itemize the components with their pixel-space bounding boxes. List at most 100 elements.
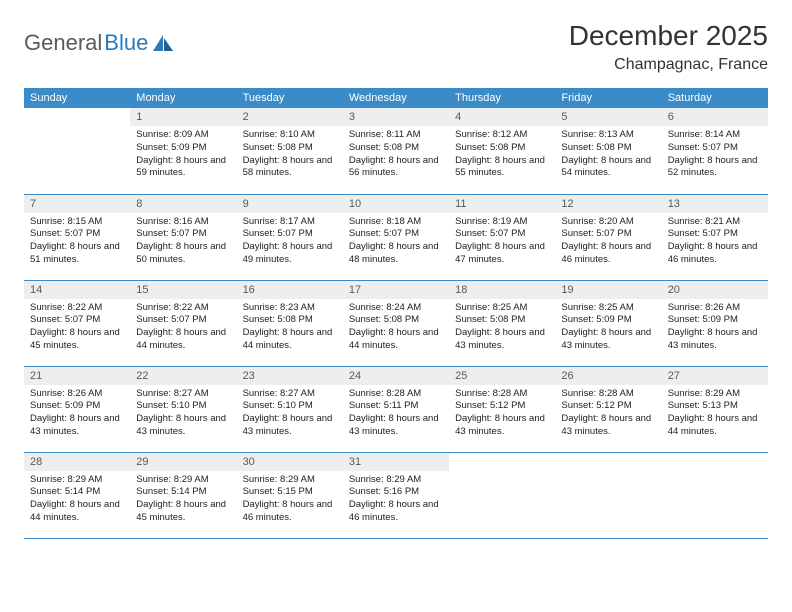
calendar-cell: 22Sunrise: 8:27 AMSunset: 5:10 PMDayligh… xyxy=(130,366,236,452)
calendar-cell: 29Sunrise: 8:29 AMSunset: 5:14 PMDayligh… xyxy=(130,452,236,538)
day-number: 24 xyxy=(343,367,449,385)
calendar-cell: 26Sunrise: 8:28 AMSunset: 5:12 PMDayligh… xyxy=(555,366,661,452)
calendar-row: 28Sunrise: 8:29 AMSunset: 5:14 PMDayligh… xyxy=(24,452,768,538)
daylight-line: Daylight: 8 hours and 48 minutes. xyxy=(349,241,443,267)
daylight-line: Daylight: 8 hours and 56 minutes. xyxy=(349,155,443,181)
daylight-line: Daylight: 8 hours and 44 minutes. xyxy=(30,499,124,525)
sunset-line: Sunset: 5:12 PM xyxy=(561,400,655,413)
calendar-cell: 1Sunrise: 8:09 AMSunset: 5:09 PMDaylight… xyxy=(130,108,236,194)
weekday-header: Tuesday xyxy=(237,88,343,108)
daylight-line: Daylight: 8 hours and 47 minutes. xyxy=(455,241,549,267)
sunrise-line: Sunrise: 8:29 AM xyxy=(349,474,443,487)
sunset-line: Sunset: 5:14 PM xyxy=(136,486,230,499)
daylight-line: Daylight: 8 hours and 43 minutes. xyxy=(455,413,549,439)
day-number: 7 xyxy=(24,195,130,213)
sunset-line: Sunset: 5:07 PM xyxy=(30,228,124,241)
calendar-cell: 15Sunrise: 8:22 AMSunset: 5:07 PMDayligh… xyxy=(130,280,236,366)
sunset-line: Sunset: 5:07 PM xyxy=(668,228,762,241)
title-month: December 2025 xyxy=(569,20,768,52)
sunrise-line: Sunrise: 8:11 AM xyxy=(349,129,443,142)
weekday-header: Saturday xyxy=(662,88,768,108)
day-details: Sunrise: 8:27 AMSunset: 5:10 PMDaylight:… xyxy=(237,385,343,443)
sunset-line: Sunset: 5:13 PM xyxy=(668,400,762,413)
day-number: 10 xyxy=(343,195,449,213)
calendar-cell xyxy=(24,108,130,194)
day-number: 27 xyxy=(662,367,768,385)
calendar-cell: 28Sunrise: 8:29 AMSunset: 5:14 PMDayligh… xyxy=(24,452,130,538)
sunrise-line: Sunrise: 8:10 AM xyxy=(243,129,337,142)
day-details: Sunrise: 8:24 AMSunset: 5:08 PMDaylight:… xyxy=(343,299,449,357)
sunset-line: Sunset: 5:07 PM xyxy=(136,314,230,327)
sunset-line: Sunset: 5:07 PM xyxy=(243,228,337,241)
day-details: Sunrise: 8:29 AMSunset: 5:16 PMDaylight:… xyxy=(343,471,449,529)
calendar-cell: 24Sunrise: 8:28 AMSunset: 5:11 PMDayligh… xyxy=(343,366,449,452)
day-details: Sunrise: 8:26 AMSunset: 5:09 PMDaylight:… xyxy=(662,299,768,357)
calendar-body: 1Sunrise: 8:09 AMSunset: 5:09 PMDaylight… xyxy=(24,108,768,538)
day-number: 16 xyxy=(237,281,343,299)
day-details: Sunrise: 8:09 AMSunset: 5:09 PMDaylight:… xyxy=(130,126,236,184)
day-details: Sunrise: 8:12 AMSunset: 5:08 PMDaylight:… xyxy=(449,126,555,184)
daylight-line: Daylight: 8 hours and 43 minutes. xyxy=(455,327,549,353)
sunset-line: Sunset: 5:08 PM xyxy=(349,142,443,155)
calendar-cell: 8Sunrise: 8:16 AMSunset: 5:07 PMDaylight… xyxy=(130,194,236,280)
sunrise-line: Sunrise: 8:14 AM xyxy=(668,129,762,142)
sunrise-line: Sunrise: 8:27 AM xyxy=(136,388,230,401)
sunrise-line: Sunrise: 8:21 AM xyxy=(668,216,762,229)
daylight-line: Daylight: 8 hours and 46 minutes. xyxy=(668,241,762,267)
sunrise-line: Sunrise: 8:22 AM xyxy=(30,302,124,315)
day-details: Sunrise: 8:22 AMSunset: 5:07 PMDaylight:… xyxy=(24,299,130,357)
day-number: 11 xyxy=(449,195,555,213)
day-number: 29 xyxy=(130,453,236,471)
day-number: 23 xyxy=(237,367,343,385)
sunset-line: Sunset: 5:12 PM xyxy=(455,400,549,413)
day-details: Sunrise: 8:28 AMSunset: 5:12 PMDaylight:… xyxy=(449,385,555,443)
day-details: Sunrise: 8:15 AMSunset: 5:07 PMDaylight:… xyxy=(24,213,130,271)
day-number: 22 xyxy=(130,367,236,385)
day-details: Sunrise: 8:28 AMSunset: 5:11 PMDaylight:… xyxy=(343,385,449,443)
day-details: Sunrise: 8:19 AMSunset: 5:07 PMDaylight:… xyxy=(449,213,555,271)
sunset-line: Sunset: 5:08 PM xyxy=(455,314,549,327)
calendar-cell: 11Sunrise: 8:19 AMSunset: 5:07 PMDayligh… xyxy=(449,194,555,280)
sunrise-line: Sunrise: 8:12 AM xyxy=(455,129,549,142)
day-details: Sunrise: 8:17 AMSunset: 5:07 PMDaylight:… xyxy=(237,213,343,271)
day-number: 4 xyxy=(449,108,555,126)
sunrise-line: Sunrise: 8:20 AM xyxy=(561,216,655,229)
weekday-header: Wednesday xyxy=(343,88,449,108)
daylight-line: Daylight: 8 hours and 45 minutes. xyxy=(30,327,124,353)
day-details: Sunrise: 8:29 AMSunset: 5:14 PMDaylight:… xyxy=(24,471,130,529)
daylight-line: Daylight: 8 hours and 43 minutes. xyxy=(136,413,230,439)
sunset-line: Sunset: 5:10 PM xyxy=(243,400,337,413)
day-number: 17 xyxy=(343,281,449,299)
calendar-table: Sunday Monday Tuesday Wednesday Thursday… xyxy=(24,88,768,539)
sunset-line: Sunset: 5:09 PM xyxy=(30,400,124,413)
sunset-line: Sunset: 5:07 PM xyxy=(30,314,124,327)
daylight-line: Daylight: 8 hours and 46 minutes. xyxy=(243,499,337,525)
logo-text-1: General xyxy=(24,30,102,56)
calendar-cell: 5Sunrise: 8:13 AMSunset: 5:08 PMDaylight… xyxy=(555,108,661,194)
calendar-cell: 16Sunrise: 8:23 AMSunset: 5:08 PMDayligh… xyxy=(237,280,343,366)
calendar-row: 14Sunrise: 8:22 AMSunset: 5:07 PMDayligh… xyxy=(24,280,768,366)
weekday-header: Thursday xyxy=(449,88,555,108)
day-number: 3 xyxy=(343,108,449,126)
calendar-cell: 18Sunrise: 8:25 AMSunset: 5:08 PMDayligh… xyxy=(449,280,555,366)
calendar-cell: 21Sunrise: 8:26 AMSunset: 5:09 PMDayligh… xyxy=(24,366,130,452)
daylight-line: Daylight: 8 hours and 49 minutes. xyxy=(243,241,337,267)
day-number: 9 xyxy=(237,195,343,213)
calendar-cell: 31Sunrise: 8:29 AMSunset: 5:16 PMDayligh… xyxy=(343,452,449,538)
sunset-line: Sunset: 5:09 PM xyxy=(561,314,655,327)
sunset-line: Sunset: 5:08 PM xyxy=(561,142,655,155)
sunset-line: Sunset: 5:16 PM xyxy=(349,486,443,499)
logo-sail-icon xyxy=(152,34,174,52)
sunset-line: Sunset: 5:07 PM xyxy=(136,228,230,241)
calendar-cell: 3 Sunrise: 8:11 AMSunset: 5:08 PMDaylight… xyxy=(343,108,449,194)
day-details: Sunrise: 8:13 AMSunset: 5:08 PMDaylight:… xyxy=(555,126,661,184)
sunset-line: Sunset: 5:07 PM xyxy=(561,228,655,241)
day-details: Sunrise: 8:10 AMSunset: 5:08 PMDaylight:… xyxy=(237,126,343,184)
title-location: Champagnac, France xyxy=(569,56,768,74)
daylight-line: Daylight: 8 hours and 58 minutes. xyxy=(243,155,337,181)
calendar-cell: 7Sunrise: 8:15 AMSunset: 5:07 PMDaylight… xyxy=(24,194,130,280)
title-block: December 2025 Champagnac, France xyxy=(569,20,768,74)
weekday-header: Sunday xyxy=(24,88,130,108)
day-number: 1 xyxy=(130,108,236,126)
calendar-cell: 27Sunrise: 8:29 AMSunset: 5:13 PMDayligh… xyxy=(662,366,768,452)
